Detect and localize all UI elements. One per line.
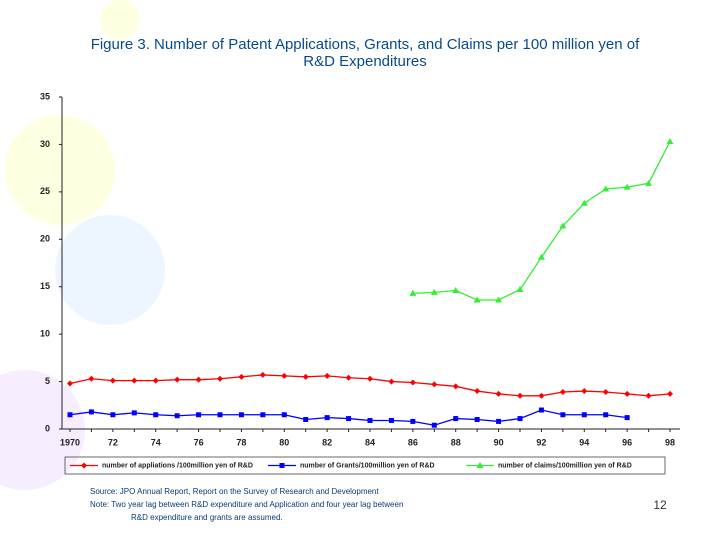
marker [453,383,459,389]
marker [517,393,523,399]
marker [368,418,373,423]
legend-label: number of claims/100million yen of R&D [498,462,632,469]
marker [218,412,223,417]
marker [88,376,94,382]
marker [496,391,502,397]
marker [196,377,202,383]
marker [81,463,87,469]
marker [667,138,674,144]
y-tick-label: 15 [40,281,50,291]
x-tick-label: 86 [408,437,418,447]
marker [260,372,266,378]
page: Source: JPO Annual Report, Report on the… [0,0,710,539]
marker [475,417,480,422]
marker [603,412,608,417]
marker [68,412,73,417]
marker [645,180,652,186]
y-tick-label: 30 [40,139,50,149]
marker [260,412,265,417]
lag-note-continued: R&D expenditure and grants are assumed. [131,513,283,522]
marker [303,374,309,380]
chart: Source: JPO Annual Report, Report on the… [0,0,710,539]
x-tick-label: 94 [579,437,589,447]
marker [452,287,459,293]
marker [539,408,544,413]
marker [281,373,287,379]
marker [346,375,352,381]
marker [325,415,330,420]
marker [538,393,544,399]
x-tick-label: 90 [494,437,504,447]
marker [303,417,308,422]
marker [431,381,437,387]
x-tick-label: 76 [194,437,204,447]
marker [239,412,244,417]
marker [388,379,394,385]
marker [432,423,437,428]
legend-label: number of Grants/100million yen of R&D [300,462,435,469]
x-tick-label: 88 [451,437,461,447]
marker [560,412,565,417]
marker [367,376,373,382]
y-tick-label: 5 [45,376,50,386]
x-tick-label: 1970 [60,437,80,447]
marker [625,415,630,420]
source-note: Source: JPO Annual Report, Report on the… [90,487,379,496]
x-tick-label: 84 [365,437,375,447]
x-tick-label: 74 [151,437,161,447]
x-tick-label: 96 [622,437,632,447]
marker [410,419,415,424]
x-tick-label: 80 [279,437,289,447]
y-tick-label: 0 [45,423,50,433]
y-tick-label: 35 [40,91,50,101]
marker [110,378,116,384]
marker [346,416,351,421]
marker [624,391,630,397]
x-tick-label: 82 [322,437,332,447]
marker [153,412,158,417]
marker [89,409,94,414]
marker [474,388,480,394]
marker [518,416,523,421]
marker [131,378,137,384]
marker [132,410,137,415]
x-tick-label: 72 [108,437,118,447]
marker [496,419,501,424]
marker [581,388,587,394]
marker [582,412,587,417]
marker [196,412,201,417]
marker [453,416,458,421]
marker [110,412,115,417]
marker [282,412,287,417]
y-tick-label: 25 [40,186,50,196]
y-tick-label: 10 [40,329,50,339]
y-tick-label: 20 [40,234,50,244]
chart-title: Figure 3. Number of Patent Applications,… [80,36,650,70]
marker [560,389,566,395]
marker [175,413,180,418]
marker [603,389,609,395]
marker [667,391,673,397]
marker [389,418,394,423]
x-tick-label: 92 [536,437,546,447]
marker [410,380,416,386]
marker [646,393,652,399]
marker [153,378,159,384]
x-tick-label: 78 [236,437,246,447]
marker [581,200,588,206]
marker [324,373,330,379]
series-line [413,142,670,300]
lag-note: Note: Two year lag between R&D expenditu… [90,500,403,509]
marker [217,376,223,382]
background-decoration [0,0,165,490]
marker [174,377,180,383]
legend-label: number of appliations /100million yen of… [102,462,253,469]
marker [280,463,285,468]
marker [238,374,244,380]
marker [67,380,73,386]
x-tick-label: 98 [665,437,675,447]
page-number: 12 [653,498,667,512]
